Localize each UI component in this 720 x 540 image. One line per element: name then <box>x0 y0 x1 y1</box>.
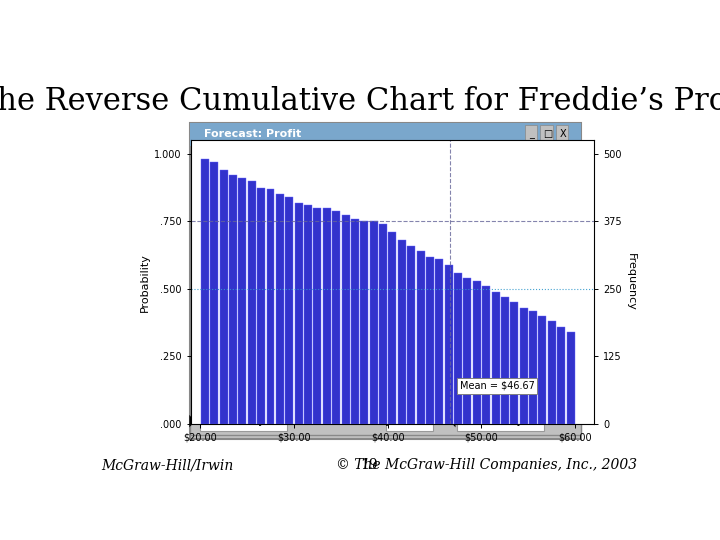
FancyBboxPatch shape <box>190 123 581 439</box>
Text: 0 Outliers: 0 Outliers <box>511 165 572 176</box>
Bar <box>426 256 434 424</box>
Text: Certainty: Certainty <box>341 416 392 426</box>
FancyBboxPatch shape <box>386 412 433 431</box>
Bar <box>266 189 274 424</box>
Bar <box>369 221 377 424</box>
Bar <box>285 197 293 424</box>
Text: □: □ <box>543 130 552 139</box>
Bar <box>220 170 228 424</box>
Bar <box>379 224 387 424</box>
Bar <box>341 214 349 424</box>
Text: 19: 19 <box>360 458 378 472</box>
Bar <box>238 178 246 424</box>
Bar <box>548 321 556 424</box>
Text: 500 Trials: 500 Trials <box>199 165 259 176</box>
Bar <box>332 211 340 424</box>
Text: 100.00: 100.00 <box>388 416 431 426</box>
Bar <box>539 316 546 424</box>
Text: McGraw-Hill/Irwin: McGraw-Hill/Irwin <box>101 458 233 472</box>
Bar <box>529 310 537 424</box>
Bar <box>388 232 397 424</box>
Bar <box>257 187 265 424</box>
Bar <box>464 278 472 424</box>
Text: Reverse Cumulative: Reverse Cumulative <box>323 165 448 176</box>
Text: Mean = $46.67: Mean = $46.67 <box>459 381 534 391</box>
Bar <box>294 202 302 424</box>
Bar <box>436 259 444 424</box>
FancyBboxPatch shape <box>190 123 581 146</box>
Bar <box>397 240 406 424</box>
Bar <box>276 194 284 424</box>
Bar <box>492 292 500 424</box>
Bar <box>408 246 415 424</box>
Text: © The McGraw-Hill Companies, Inc., 2003: © The McGraw-Hill Companies, Inc., 2003 <box>336 458 637 472</box>
Y-axis label: Frequency: Frequency <box>626 253 636 311</box>
Text: %: % <box>434 416 445 426</box>
FancyBboxPatch shape <box>190 404 581 435</box>
FancyBboxPatch shape <box>457 412 544 431</box>
Bar <box>248 181 256 424</box>
Bar <box>520 308 528 424</box>
Bar <box>482 286 490 424</box>
Bar <box>313 208 321 424</box>
Polygon shape <box>189 415 195 427</box>
Bar <box>323 208 330 424</box>
FancyBboxPatch shape <box>556 125 568 144</box>
Text: +Infinity: +Infinity <box>476 416 524 426</box>
Bar <box>567 332 575 424</box>
Text: Forecast: Profit: Forecast: Profit <box>204 130 302 139</box>
Bar <box>304 205 312 424</box>
Text: Edit  Preferences  View  Run  Help: Edit Preferences View Run Help <box>199 148 365 158</box>
FancyBboxPatch shape <box>200 412 287 431</box>
Bar <box>557 327 565 424</box>
Bar <box>454 273 462 424</box>
Polygon shape <box>450 415 456 427</box>
Bar <box>417 251 425 424</box>
Text: _: _ <box>529 130 534 139</box>
Bar <box>351 219 359 424</box>
Text: X: X <box>560 130 567 139</box>
Bar <box>201 159 209 424</box>
Bar <box>510 302 518 424</box>
Bar <box>210 162 218 424</box>
Bar <box>445 265 453 424</box>
Y-axis label: Probability: Probability <box>140 253 150 312</box>
Bar <box>501 297 509 424</box>
Bar <box>473 281 481 424</box>
FancyBboxPatch shape <box>540 125 552 144</box>
Text: The Reverse Cumulative Chart for Freddie’s Profit: The Reverse Cumulative Chart for Freddie… <box>0 85 720 117</box>
FancyBboxPatch shape <box>525 125 537 144</box>
Bar <box>229 176 237 424</box>
Bar <box>360 221 368 424</box>
Text: -Infinity: -Infinity <box>222 416 265 426</box>
